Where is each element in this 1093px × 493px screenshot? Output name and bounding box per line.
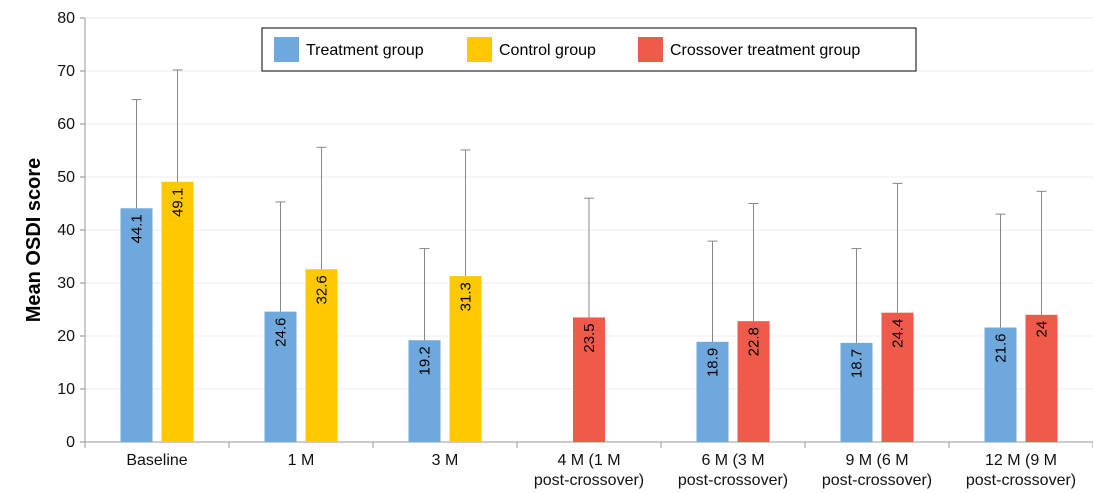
y-tick-label: 50 [57,169,75,186]
x-tick-label: 9 M (6 M [845,452,908,469]
data-label: 23.5 [581,323,598,352]
legend-swatch [467,37,492,62]
data-label: 32.6 [314,275,331,304]
x-tick-label: 3 M [432,452,459,469]
bar [305,269,338,442]
y-axis-title: Mean OSDI score [23,158,45,323]
bars [120,69,1058,442]
x-tick-label: 12 M (9 M [985,452,1057,469]
legend-label: Treatment group [306,42,424,59]
x-tick-label: Baseline [126,452,187,469]
bar [1025,314,1058,442]
x-tick-label: post-crossover) [678,472,788,489]
bar [881,312,914,442]
legend-swatch [638,37,663,62]
data-label: 24.6 [273,318,290,347]
legend-box [261,27,917,72]
data-label: 19.2 [417,346,434,375]
data-label: 18.7 [849,349,866,378]
legend: Treatment group Control group Crossover tr… [261,27,917,72]
legend-swatch [274,37,299,62]
data-label: 18.9 [705,348,722,377]
bar [984,327,1017,442]
x-tick-label: post-crossover) [822,472,932,489]
data-label: 24 [1034,321,1051,338]
bar [408,340,441,442]
bar [737,321,770,442]
y-tick-label: 30 [57,275,75,292]
y-tick-label: 70 [57,63,75,80]
data-label: 44.1 [129,214,146,243]
y-tick-label: 20 [57,328,75,345]
y-tick-label: 80 [57,10,75,27]
bar [573,317,605,442]
bar [840,342,873,442]
data-label: 24.4 [890,319,907,348]
y-tick-label: 0 [66,434,75,451]
y-tick-label: 40 [57,222,75,239]
data-labels: 44.1 49.1 24.6 32.6 19.2 31.3 23.5 18.9 22.8 18.7… [129,188,1051,378]
data-label: 22.8 [746,327,763,356]
data-label: 31.3 [458,282,475,311]
bar [264,311,297,442]
data-label: 21.6 [993,334,1010,363]
y-tick-label: 60 [57,116,75,133]
bar [696,341,729,442]
legend-label: Control group [499,42,596,59]
bar [120,208,153,442]
bar [161,181,194,442]
x-tick-label: 1 M [288,452,315,469]
data-label: 49.1 [170,188,187,217]
x-tick-label: post-crossover) [534,472,644,489]
axes: 0 10 20 30 40 50 60 70 80 Baseline 1 M 3 M 4 M (1 M p… [57,10,1093,489]
x-tick-label: 6 M (3 M [701,452,764,469]
x-tick-label: post-crossover) [966,472,1076,489]
legend-label: Crossover treatment group [670,42,860,59]
bar [449,276,482,442]
y-tick-label: 10 [57,381,75,398]
x-tick-label: 4 M (1 M [557,452,620,469]
